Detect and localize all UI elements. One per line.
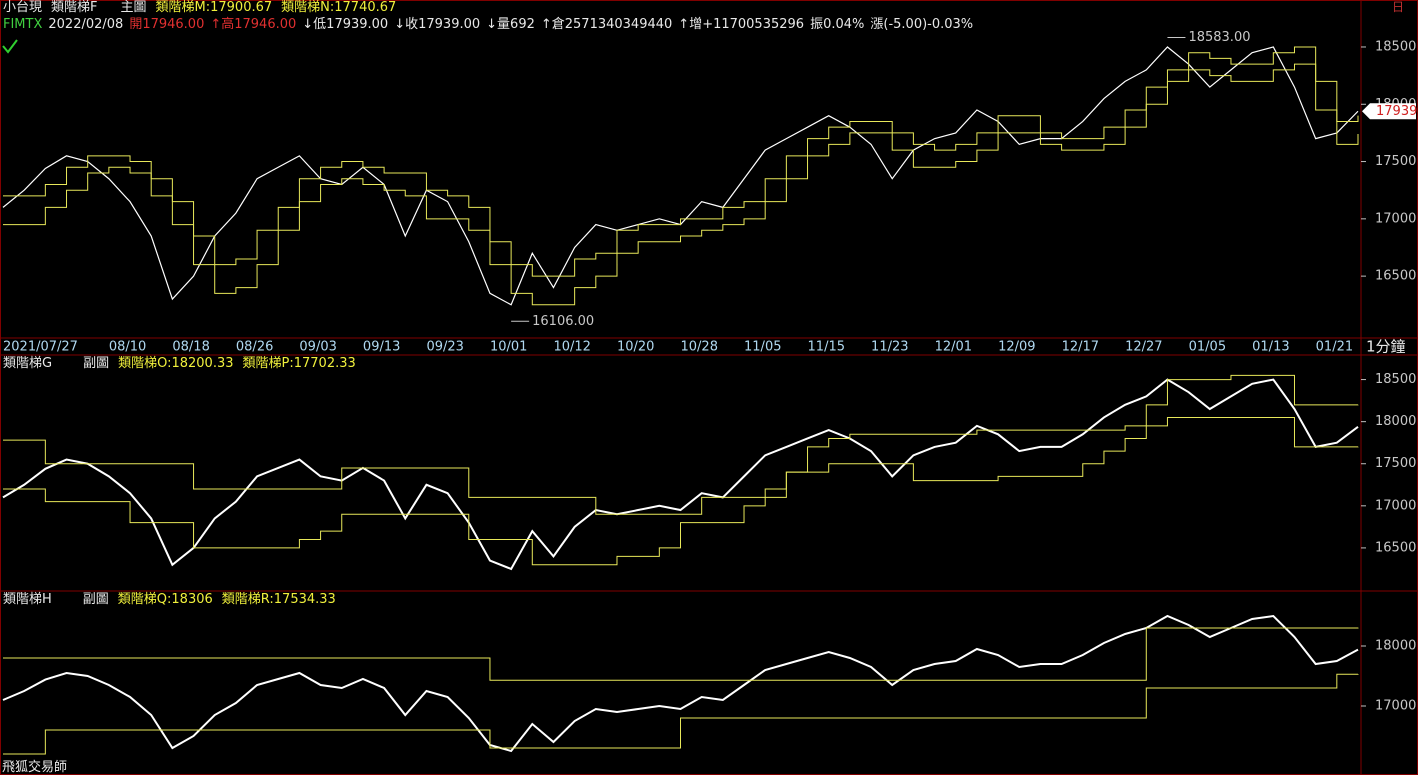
panel-title: 類階梯G (3, 356, 53, 371)
y-tick-label: 17000 (1375, 498, 1416, 513)
x-tick-label: 01/21 (1316, 340, 1353, 355)
y-tick-label: 17000 (1375, 699, 1416, 714)
x-tick-label: 08/26 (236, 340, 273, 355)
price-tag (1362, 103, 1416, 120)
symbol: FIMTX (3, 17, 43, 32)
amplitude: 振0.04% (810, 17, 865, 32)
x-tick-label: 12/17 (1062, 340, 1099, 355)
panel-subtitle: 類階梯F (51, 0, 98, 15)
y-tick-label: 18000 (1375, 414, 1416, 429)
change: 漲(-5.00)-0.03% (870, 17, 974, 32)
high: ↑高17946.00 (210, 17, 297, 32)
x-tick-label: 12/09 (998, 340, 1035, 355)
x-tick-label: 10/20 (617, 340, 654, 355)
price-line (2, 614, 1359, 753)
open-interest: ↑倉2571340349440 (540, 17, 673, 32)
quote-bar: FIMTX 2022/02/08 開17946.00 ↑高17946.00 ↓低… (3, 17, 973, 33)
panel-label: 副圖 (82, 592, 109, 607)
x-tick-label: 10/01 (490, 340, 527, 355)
x-tick-label: 01/13 (1252, 340, 1289, 355)
legend-entry: 類階梯N:17740.67 (281, 0, 397, 15)
y-tick-label: 18500 (1375, 39, 1416, 54)
annotation: 18583.00 (1188, 30, 1250, 45)
y-tick-label: 18000 (1375, 639, 1416, 654)
y-tick-label: 18500 (1375, 372, 1416, 387)
x-tick-label: 11/05 (744, 340, 781, 355)
watermark: 飛狐交易師 (2, 760, 68, 775)
x-tick-label: 12/27 (1125, 340, 1162, 355)
legend-entry: 類階梯M:17900.67 (155, 0, 273, 15)
panel-header: 類階梯G 副圖 類階梯O:18200.33 類階梯P:17702.33 (3, 356, 356, 372)
legend-entry: 類階梯Q:18306 (117, 592, 213, 607)
y-tick-label: 16500 (1375, 540, 1416, 555)
x-tick-label: 10/28 (681, 340, 718, 355)
x-tick-label: 01/05 (1189, 340, 1226, 355)
ladder-line (3, 63, 1359, 306)
close: ↓收17939.00 (394, 17, 481, 32)
x-tick-label: 2021/07/27 (3, 340, 78, 355)
legend-entry: 類階梯O:18200.33 (118, 356, 234, 371)
panel-title: 類階梯H (3, 592, 52, 607)
low: ↓低17939.00 (302, 17, 389, 32)
interval-label: 1分鐘 (1366, 338, 1406, 356)
panel-header: 小台現 類階梯F 主圖 類階梯M:17900.67 類階梯N:17740.67 (3, 0, 396, 16)
corner-icon[interactable]: 日 (1391, 0, 1404, 14)
ladder-line (3, 673, 1359, 755)
legend-entry: 類階梯R:17534.33 (221, 592, 336, 607)
volume: ↓量692 (486, 17, 535, 32)
x-tick-label: 12/01 (935, 340, 972, 355)
ladder-line (3, 374, 1359, 515)
legend-entry: 類階梯P:17702.33 (242, 356, 356, 371)
open: 開17946.00 (129, 17, 205, 32)
x-tick-label: 08/18 (172, 340, 209, 355)
x-tick-label: 11/23 (871, 340, 908, 355)
y-tick-label: 17500 (1375, 154, 1416, 169)
price-line (2, 46, 1359, 306)
change-oi: ↑增+11700535296 (678, 17, 805, 32)
price-line (2, 378, 1359, 571)
ladder-line (3, 416, 1359, 566)
y-tick-label: 17000 (1375, 211, 1416, 226)
annotation: 16106.00 (532, 314, 594, 329)
x-tick-label: 09/13 (363, 340, 400, 355)
x-tick-label: 08/10 (109, 340, 146, 355)
panel-title: 小台現 (3, 0, 43, 15)
panel-label: 副圖 (83, 356, 110, 371)
check-icon (2, 39, 18, 54)
ladder-line (3, 627, 1359, 681)
panel-header: 類階梯H 副圖 類階梯Q:18306 類階梯R:17534.33 (3, 592, 336, 608)
y-tick-label: 16500 (1375, 269, 1416, 284)
last-price: 17939 (1376, 104, 1417, 119)
date: 2022/02/08 (48, 17, 124, 32)
panel-label: 主圖 (120, 0, 147, 15)
x-tick-label: 10/12 (553, 340, 590, 355)
x-tick-label: 09/03 (299, 340, 336, 355)
x-tick-label: 09/23 (426, 340, 463, 355)
ladder-line (3, 46, 1359, 277)
x-tick-label: 11/15 (808, 340, 845, 355)
y-tick-label: 17500 (1375, 456, 1416, 471)
